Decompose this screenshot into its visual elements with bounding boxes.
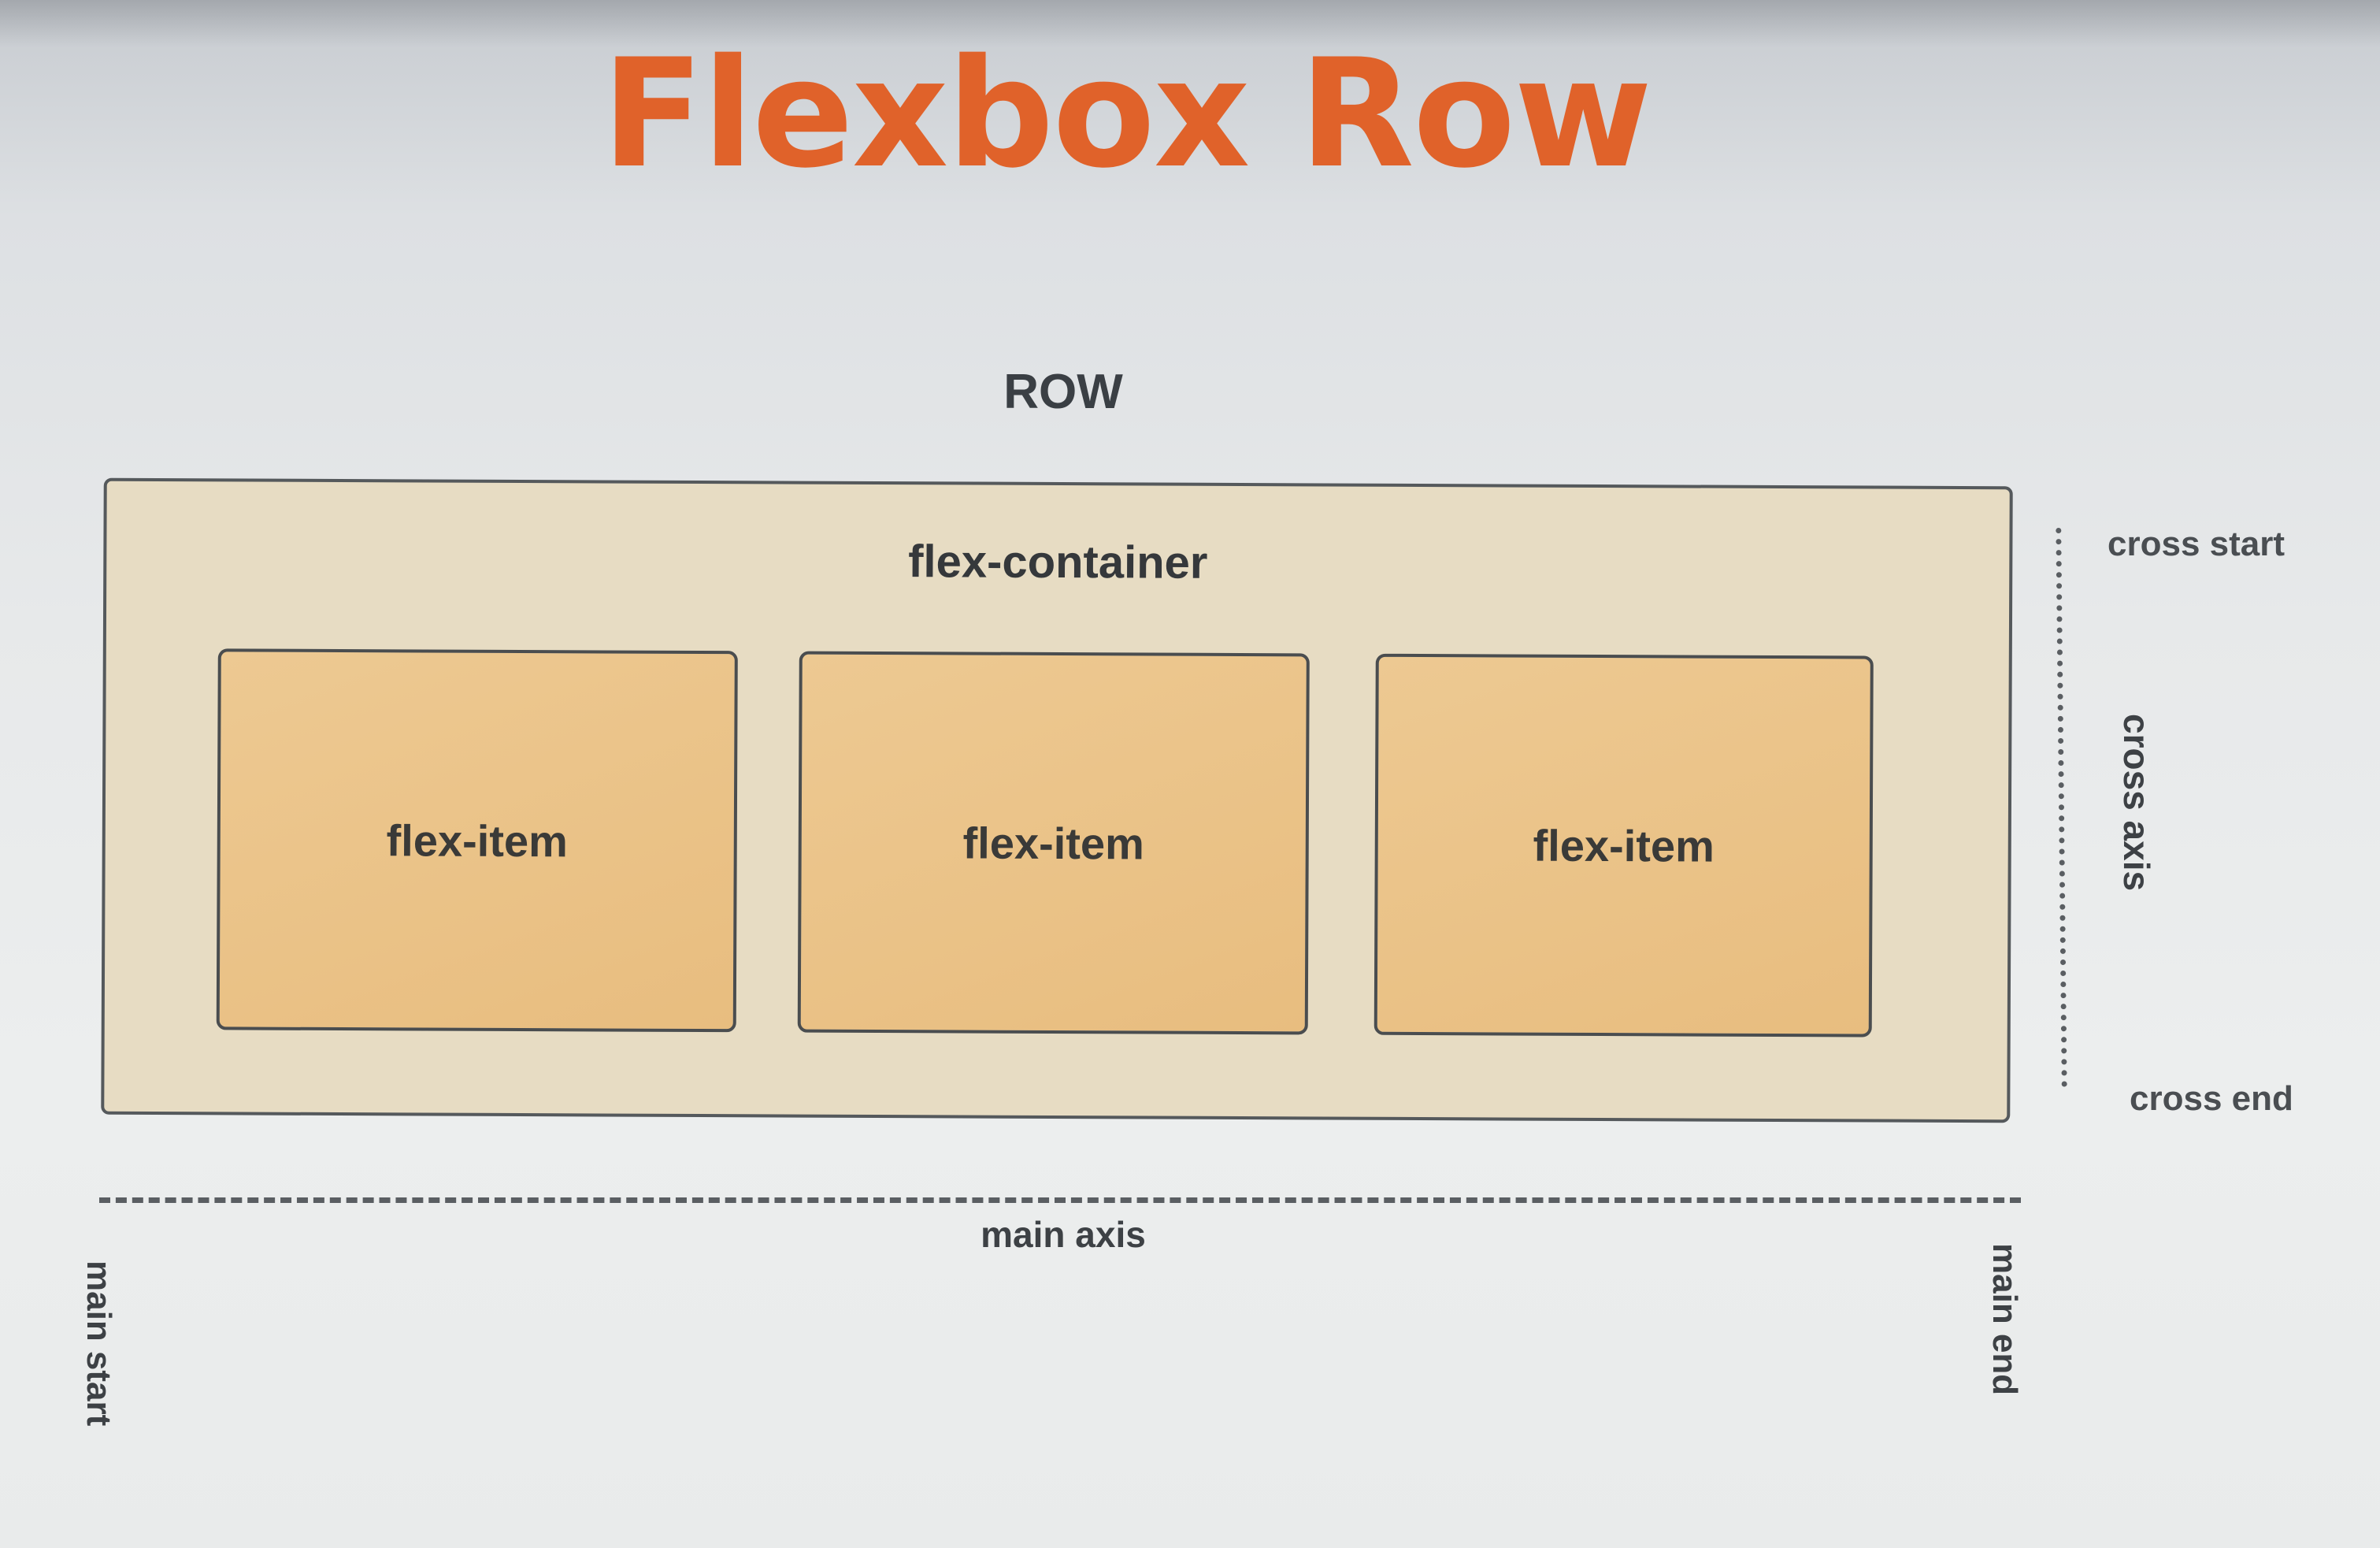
flex-item-1: flex-item xyxy=(216,648,738,1033)
flex-item-2-label: flex-item xyxy=(962,817,1145,868)
cross-axis-line xyxy=(2056,527,2067,1088)
main-start-label: main start xyxy=(80,1260,118,1427)
flex-container-box: flex-container flex-item flex-item flex-… xyxy=(101,477,2013,1123)
flex-item-3-label: flex-item xyxy=(1533,820,1715,871)
cross-end-label: cross end xyxy=(2130,1079,2293,1118)
page-title: Flexbox Row xyxy=(602,27,1652,201)
screen-edge-shade xyxy=(0,0,2380,47)
cross-axis-label: cross axis xyxy=(2116,714,2157,892)
flex-item-3: flex-item xyxy=(1374,653,1874,1038)
main-axis-label: main axis xyxy=(981,1214,1146,1255)
main-end-label: main end xyxy=(1985,1243,2024,1396)
main-axis-line xyxy=(99,1197,2021,1203)
flex-item-1-label: flex-item xyxy=(386,815,569,866)
cross-start-label: cross start xyxy=(2108,525,2285,563)
direction-label: ROW xyxy=(1003,365,1123,419)
flex-container-label: flex-container xyxy=(908,536,1208,588)
flex-item-2: flex-item xyxy=(797,651,1310,1035)
